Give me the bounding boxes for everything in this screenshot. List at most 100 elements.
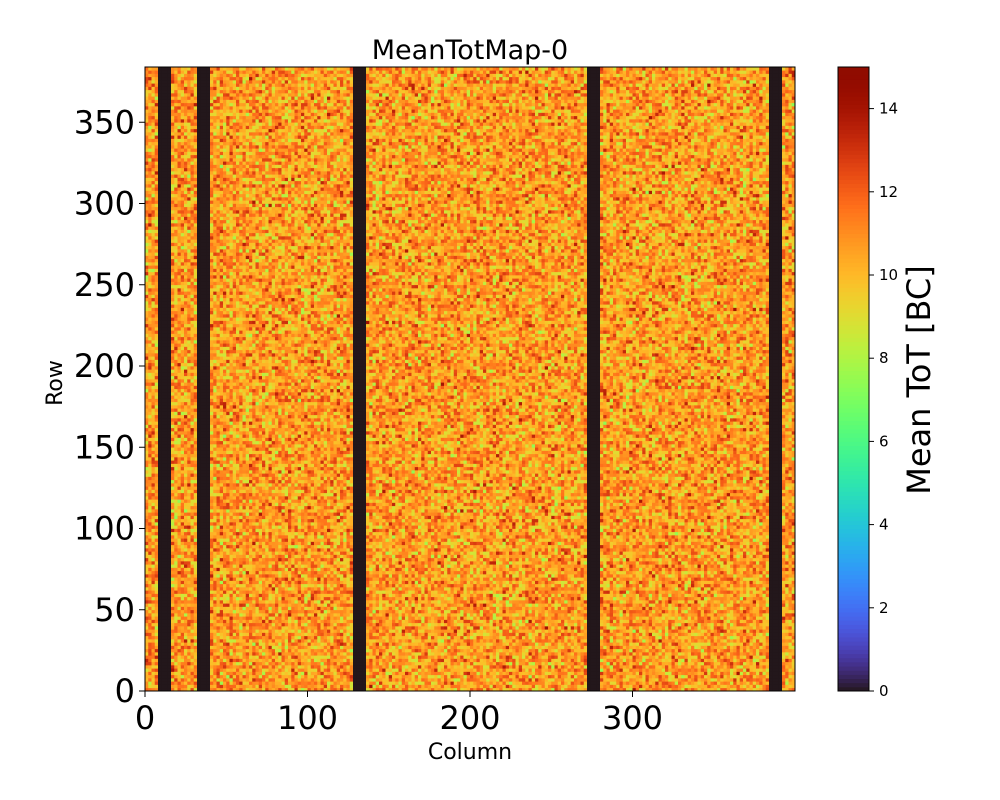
heatmap-cell: [213, 626, 217, 630]
heatmap-cell: [180, 401, 185, 406]
heatmap-cell: [223, 385, 227, 390]
heatmap-cell: [177, 600, 182, 604]
heatmap-cell: [154, 349, 159, 354]
heatmap-cell: [223, 291, 227, 295]
heatmap-cell: [151, 99, 156, 104]
heatmap-cell: [219, 307, 224, 312]
heatmap-cell: [187, 122, 191, 126]
heatmap-cell: [187, 655, 191, 659]
heatmap-cell: [223, 600, 227, 604]
heatmap-cell: [177, 219, 182, 224]
heatmap-cell: [184, 171, 188, 175]
heatmap-cell: [187, 242, 191, 247]
heatmap-cell: [151, 323, 156, 328]
heatmap-cell: [190, 184, 195, 188]
heatmap-cell: [226, 187, 230, 191]
heatmap-cell: [158, 453, 162, 458]
heatmap-cell: [154, 518, 159, 523]
heatmap-cell: [161, 278, 165, 282]
heatmap-cell: [151, 421, 156, 425]
heatmap-cell: [164, 83, 169, 87]
heatmap-cell: [226, 593, 230, 598]
heatmap-cell: [148, 535, 152, 539]
heatmap-cell: [190, 502, 195, 507]
heatmap-cell: [177, 73, 182, 78]
heatmap-cell: [145, 528, 149, 533]
heatmap-cell: [223, 408, 227, 412]
heatmap-cell: [190, 450, 195, 455]
heatmap-cell: [187, 340, 191, 344]
heatmap-cell: [148, 265, 152, 269]
heatmap-cell: [197, 73, 201, 78]
heatmap-cell: [200, 460, 204, 464]
heatmap-cell: [206, 115, 211, 120]
heatmap-cell: [203, 356, 208, 360]
heatmap-cell: [219, 333, 224, 338]
heatmap-cell: [187, 541, 191, 546]
heatmap-cell: [190, 635, 195, 640]
heatmap-cell: [187, 379, 191, 383]
heatmap-cell: [197, 138, 201, 143]
heatmap-cell: [226, 496, 230, 500]
heatmap-cell: [154, 382, 159, 386]
heatmap-cell: [148, 551, 152, 555]
heatmap-cell: [219, 301, 224, 305]
heatmap-cell: [180, 570, 185, 575]
heatmap-cell: [151, 434, 156, 438]
heatmap-cell: [216, 476, 221, 481]
heatmap-cell: [167, 421, 172, 425]
heatmap-cell: [167, 297, 172, 302]
heatmap-cell: [223, 340, 227, 344]
heatmap-cell: [154, 460, 159, 464]
heatmap-cell: [203, 252, 208, 256]
heatmap-cell: [161, 535, 165, 539]
heatmap-cell: [164, 642, 169, 646]
heatmap-cell: [158, 590, 162, 594]
heatmap-cell: [206, 570, 211, 575]
heatmap-cell: [200, 392, 204, 396]
heatmap-cell: [190, 132, 195, 136]
heatmap-cell: [145, 577, 149, 581]
heatmap-cell: [167, 492, 172, 497]
heatmap-cell: [216, 349, 221, 354]
heatmap-cell: [187, 99, 191, 104]
heatmap-cell: [154, 83, 159, 87]
heatmap-cell: [213, 67, 217, 71]
heatmap-cell: [226, 249, 230, 253]
heatmap-cell: [154, 330, 159, 334]
heatmap-cell: [190, 518, 195, 523]
heatmap-cell: [180, 330, 185, 334]
heatmap-cell: [223, 310, 227, 315]
heatmap-cell: [197, 249, 201, 253]
heatmap-cell: [219, 229, 224, 234]
heatmap-cell: [193, 671, 198, 676]
heatmap-cell: [154, 190, 159, 195]
heatmap-cell: [171, 421, 175, 425]
heatmap-cell: [213, 151, 217, 156]
heatmap-cell: [161, 551, 165, 555]
heatmap-cell: [190, 379, 195, 383]
heatmap-cell: [164, 427, 169, 432]
heatmap-cell: [158, 86, 162, 91]
heatmap-cell: [210, 353, 214, 357]
heatmap-cell: [148, 148, 152, 152]
heatmap-cell: [177, 626, 182, 630]
heatmap-cell: [167, 684, 172, 689]
heatmap-cell: [154, 262, 159, 266]
heatmap-cell: [177, 398, 182, 403]
heatmap-cell: [219, 226, 224, 230]
heatmap-cell: [151, 197, 156, 201]
heatmap-cell: [219, 145, 224, 149]
heatmap-cell: [187, 200, 191, 204]
heatmap-cell: [158, 635, 162, 640]
heatmap-cell: [151, 93, 156, 97]
heatmap-cell: [184, 369, 188, 373]
heatmap-cell: [171, 622, 175, 627]
heatmap-cell: [158, 336, 162, 341]
heatmap-cell: [174, 226, 178, 230]
heatmap-cell: [200, 132, 204, 136]
heatmap-cell: [151, 603, 156, 607]
heatmap-cell: [167, 408, 172, 412]
heatmap-cell: [216, 613, 221, 617]
heatmap-cell: [197, 580, 201, 585]
